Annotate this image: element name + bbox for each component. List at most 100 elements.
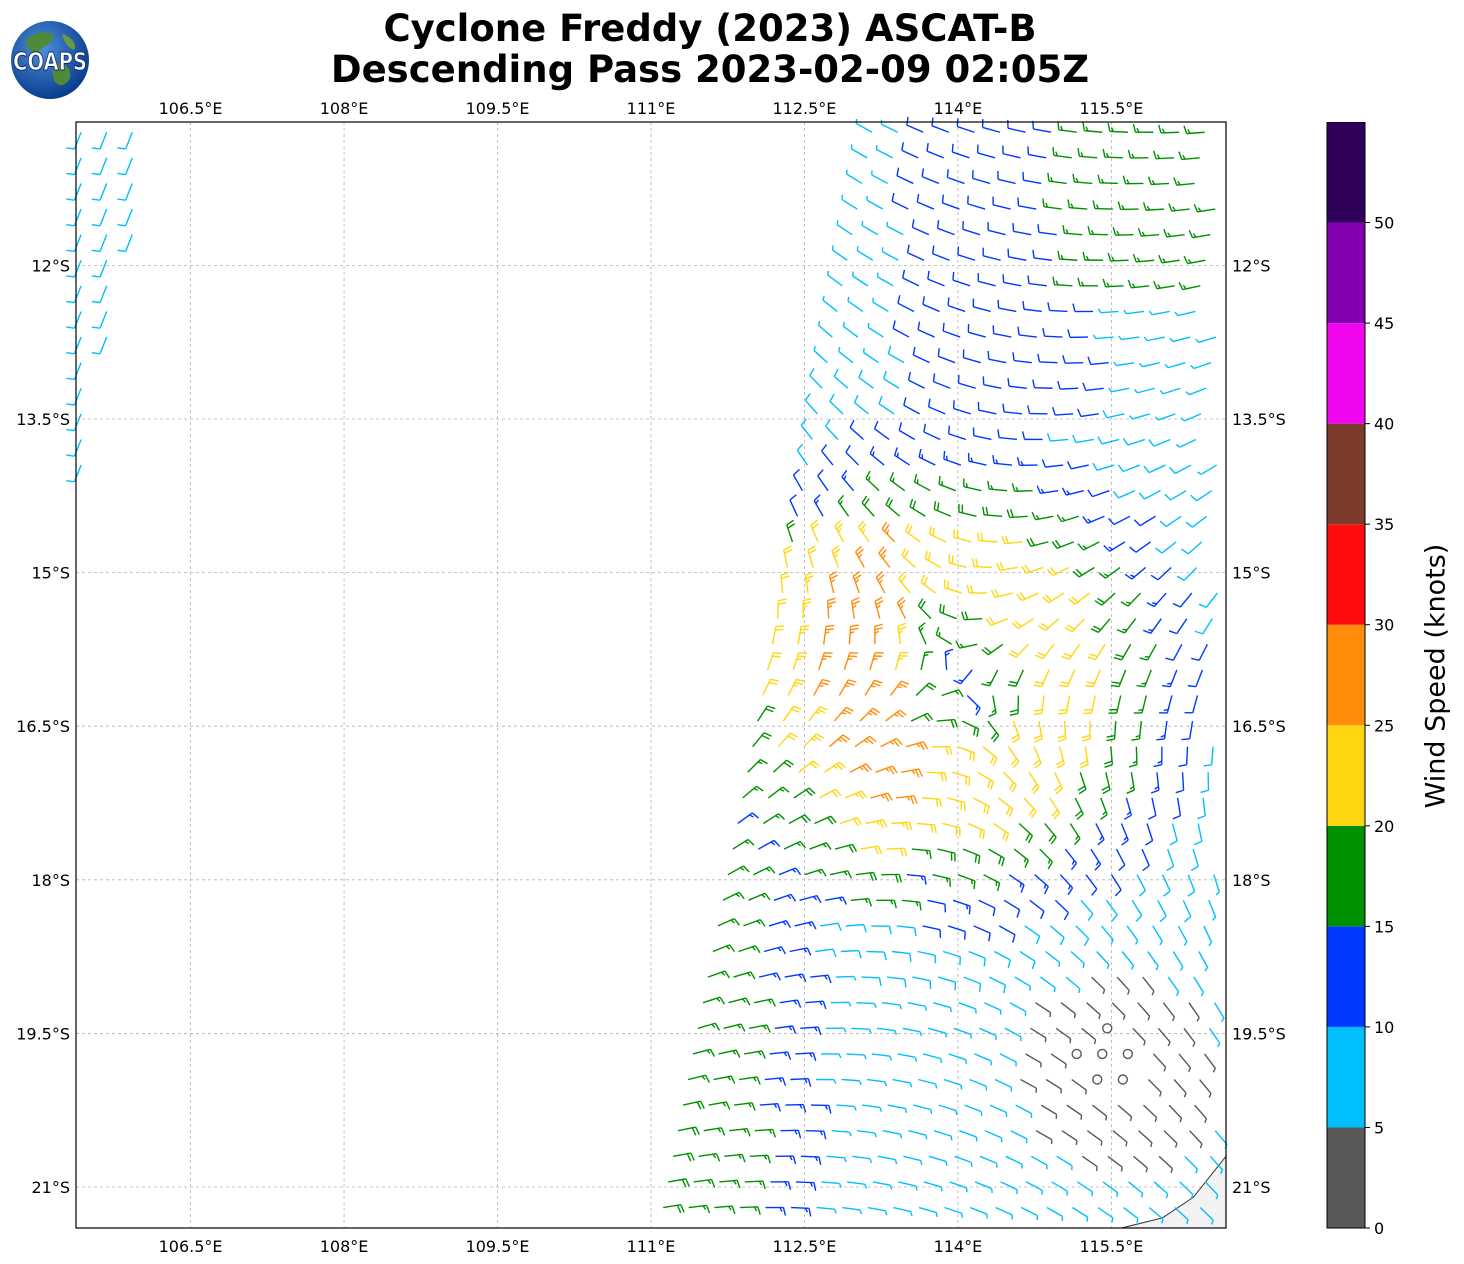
- wind-barb: [927, 270, 945, 287]
- wind-barb: [872, 297, 889, 313]
- wind-barb: [944, 648, 954, 670]
- wind-barb: [1015, 1104, 1033, 1118]
- wind-barb: [1101, 772, 1111, 795]
- wind-barb: [1077, 772, 1087, 795]
- wind-barb: [912, 346, 930, 364]
- wind-barb: [998, 797, 1014, 817]
- wind-barb: [839, 817, 863, 827]
- wind-barb: [842, 1206, 863, 1215]
- wind-barb: [988, 976, 1007, 994]
- wind-barb: [1155, 541, 1177, 554]
- wind-barb: [1090, 848, 1102, 871]
- wind-barb: [1077, 148, 1098, 159]
- wind-barb: [1095, 823, 1105, 846]
- wind-barb: [909, 498, 926, 517]
- colorbar-tick-label: 5: [1374, 1118, 1384, 1137]
- colorbar-label: Wind Speed (knots): [1420, 543, 1452, 809]
- colorbar-segment: [1327, 1026, 1365, 1128]
- wind-barb: [1153, 280, 1175, 290]
- wind-barb: [1003, 771, 1017, 793]
- wind-barb: [1011, 618, 1034, 630]
- y-tick-label-left: 16.5°S: [16, 717, 70, 736]
- wind-barb: [937, 348, 956, 364]
- wind-barb: [1183, 1027, 1196, 1047]
- y-tick-label-right: 13.5°S: [1232, 410, 1286, 429]
- wind-barb: [1042, 592, 1065, 604]
- colorbar-tick-label: 10: [1374, 1018, 1394, 1037]
- wind-barb: [887, 345, 905, 364]
- wind-barb: [1007, 248, 1027, 261]
- wind-barb: [804, 571, 814, 594]
- wind-barb: [1107, 1155, 1123, 1172]
- wind-barb: [775, 1155, 797, 1165]
- wind-barb: [1168, 203, 1190, 212]
- wind-barb: [845, 444, 860, 466]
- wind-barb: [1067, 199, 1088, 210]
- wind-barb: [1145, 823, 1154, 846]
- wind-barb: [845, 923, 867, 933]
- wind-barb: [926, 142, 945, 159]
- wind-barb: [992, 455, 1013, 466]
- wind-barb: [1162, 669, 1178, 688]
- wind-barb: [1057, 381, 1079, 390]
- wind-barb: [866, 950, 887, 961]
- wind-barb: [1081, 1155, 1098, 1172]
- wind-barb: [810, 1104, 832, 1114]
- wind-barb: [1033, 669, 1050, 688]
- wind-barb: [1172, 951, 1184, 971]
- wind-barb: [1199, 1207, 1214, 1225]
- wind-barb: [776, 598, 787, 619]
- wind-barb: [1142, 976, 1155, 996]
- wind-barb: [1042, 198, 1062, 210]
- wind-barb: [817, 320, 833, 338]
- wind-barb: [1025, 1053, 1042, 1068]
- wind-barb: [902, 269, 920, 287]
- wind-barb: [1128, 746, 1138, 768]
- wind-barb: [1098, 566, 1121, 579]
- wind-barb: [742, 785, 764, 799]
- wind-barb: [1188, 229, 1211, 239]
- wind-barb: [971, 558, 993, 569]
- wind-barb: [1163, 1130, 1178, 1148]
- wind-barb: [1102, 1023, 1113, 1034]
- wind-barb: [1034, 874, 1049, 895]
- wind-barb: [885, 709, 907, 722]
- wind-barb: [1194, 1104, 1208, 1124]
- wind-barb: [938, 476, 957, 492]
- wind-barb: [728, 997, 751, 1006]
- wind-barb: [894, 651, 909, 671]
- wind-barb: [906, 244, 925, 261]
- wind-barb: [1121, 951, 1135, 970]
- wind-barb: [1208, 900, 1217, 921]
- wind-barb: [805, 1130, 827, 1140]
- chart-title-line-2: Descending Pass 2023-02-09 02:05Z: [330, 48, 1090, 91]
- wind-barb: [816, 1206, 837, 1214]
- x-tick-label-top: 109.5°E: [466, 99, 530, 118]
- wind-barb: [984, 1002, 1002, 1015]
- wind-barb: [892, 320, 910, 338]
- wind-barb: [1072, 434, 1094, 444]
- wind-barb: [1085, 874, 1098, 896]
- wind-barb: [957, 746, 975, 761]
- wind-barb: [830, 1001, 852, 1007]
- wind-barb: [823, 624, 835, 645]
- wind-barb: [826, 1155, 847, 1163]
- wind-barb: [1064, 848, 1078, 871]
- wind-barb: [1198, 592, 1218, 608]
- wind-barb: [1138, 361, 1160, 368]
- wind-barb: [917, 950, 937, 964]
- wind-barb: [1126, 925, 1139, 945]
- wind-barb: [1072, 303, 1094, 313]
- wind-barb: [1059, 874, 1074, 896]
- wind-barb: [1062, 355, 1084, 364]
- wind-barb: [944, 1206, 963, 1218]
- wind-barb: [893, 447, 911, 466]
- wind-barb: [1090, 618, 1111, 634]
- wind-barb: [967, 822, 986, 840]
- wind-barb: [850, 597, 861, 619]
- colorbar-segment: [1327, 423, 1365, 525]
- wind-barb: [853, 394, 869, 415]
- wind-barb: [1038, 618, 1060, 632]
- wind-barb: [1187, 874, 1196, 897]
- wind-barb: [800, 418, 813, 440]
